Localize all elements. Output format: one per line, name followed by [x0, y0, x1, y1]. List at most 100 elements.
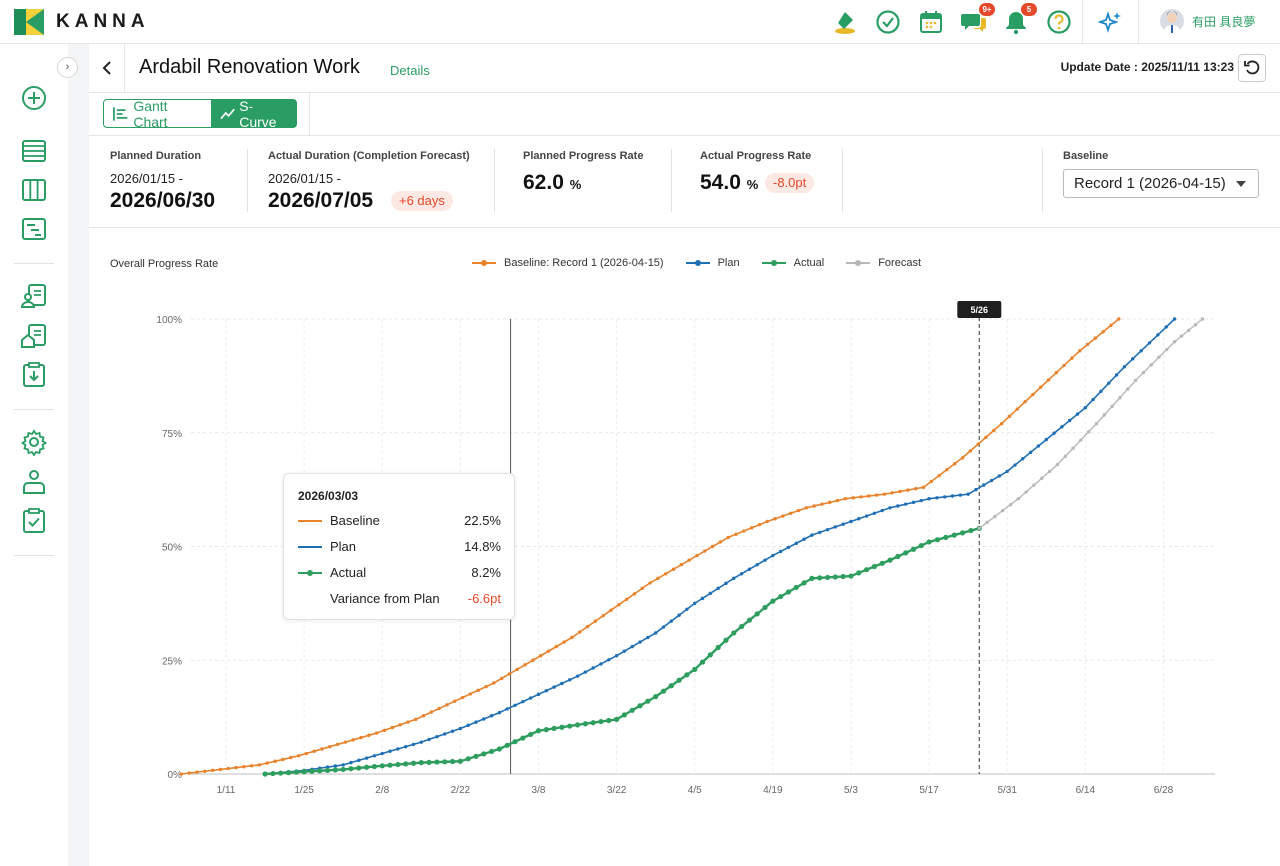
data-point-actual: [731, 630, 737, 636]
data-point-plan: [521, 699, 525, 704]
planned-rate-value: 62.0: [523, 171, 564, 194]
chart-title: Overall Progress Rate: [110, 258, 219, 270]
data-point-actual: [824, 574, 831, 581]
divider: [842, 149, 843, 212]
data-point-plan: [489, 714, 494, 718]
data-point-baseline: [804, 506, 809, 510]
data-point-baseline: [382, 728, 387, 733]
data-point-plan: [1091, 397, 1095, 402]
data-point-plan: [1099, 389, 1103, 394]
notification-button[interactable]: 5: [1003, 3, 1037, 35]
page-title: Ardabil Renovation Work: [139, 56, 360, 78]
data-point-baseline: [515, 667, 519, 672]
data-point-baseline: [437, 706, 441, 711]
baseline-select[interactable]: Record 1 (2026-04-15): [1063, 169, 1259, 198]
check-circle-icon[interactable]: [875, 9, 901, 35]
data-point-plan: [458, 726, 463, 731]
data-point-baseline: [304, 751, 309, 756]
data-point-baseline: [273, 759, 277, 763]
data-point-baseline: [203, 769, 207, 773]
data-point-actual: [871, 563, 877, 570]
data-point-plan: [825, 527, 830, 532]
calendar-icon[interactable]: [918, 9, 944, 35]
notification-badge: 5: [1021, 3, 1037, 16]
data-point-plan: [435, 734, 439, 739]
data-point-actual: [746, 617, 753, 623]
gantt-icon[interactable]: [20, 215, 48, 243]
data-point-baseline: [234, 765, 238, 770]
data-point-actual: [496, 746, 503, 752]
data-point-actual: [926, 539, 932, 545]
help-icon[interactable]: [1046, 9, 1072, 35]
data-point-plan: [364, 756, 369, 760]
chart-tooltip: 2026/03/03 Baseline 22.5% Plan 14.8% Act…: [283, 473, 515, 620]
data-point-plan: [1021, 456, 1025, 461]
download-clipboard-icon[interactable]: [20, 361, 48, 389]
chat-button[interactable]: 9+: [961, 3, 995, 35]
data-point-plan: [935, 496, 939, 500]
board-icon[interactable]: [20, 176, 48, 204]
chart-canvas[interactable]: 0% 25% 50% 75% 100% 1/11 1/25 2/8 2/22 3/8 3/22 4/5…: [89, 228, 1280, 866]
x-tick-label: 2/22: [451, 785, 471, 796]
data-point-plan: [638, 640, 642, 644]
data-point-baseline: [835, 498, 840, 503]
data-point-forecast: [1055, 462, 1060, 467]
data-point-actual: [528, 731, 534, 738]
data-point-plan: [966, 492, 970, 496]
gantt-chart-tab[interactable]: Gantt Chart: [103, 98, 212, 130]
data-point-actual: [324, 767, 331, 773]
data-point-actual: [817, 575, 823, 581]
legend-actual[interactable]: Actual: [761, 257, 824, 269]
data-point-actual: [309, 768, 315, 774]
list-icon[interactable]: [20, 137, 48, 165]
data-point-forecast: [1179, 334, 1184, 338]
divider: [247, 149, 248, 212]
y-tick-label: 25%: [162, 656, 182, 667]
data-point-baseline: [718, 540, 723, 544]
data-point-forecast: [985, 520, 989, 525]
settings-gear-icon[interactable]: [20, 428, 48, 456]
today-marker-box: [957, 301, 1002, 318]
user-profile-icon[interactable]: [20, 468, 48, 496]
legend-forecast[interactable]: Forecast: [846, 257, 921, 269]
user-menu[interactable]: 有田 具良夢: [1160, 9, 1255, 33]
data-point-actual: [543, 726, 549, 733]
data-point-baseline: [976, 442, 980, 446]
data-point-baseline: [601, 613, 605, 618]
baseline-selected-value: Record 1 (2026-04-15): [1074, 175, 1226, 192]
add-circle-icon[interactable]: [20, 84, 48, 112]
sparkle-ai-icon[interactable]: [1098, 9, 1124, 35]
data-point-baseline: [773, 517, 777, 521]
data-point-plan: [466, 723, 470, 728]
data-point-plan: [474, 720, 478, 724]
data-point-plan: [1060, 425, 1064, 429]
refresh-button[interactable]: [1238, 54, 1266, 82]
sidebar-expand-button[interactable]: ›: [57, 57, 78, 78]
stamp-icon[interactable]: [832, 9, 858, 35]
data-point-actual: [934, 537, 941, 543]
data-point-baseline: [249, 764, 254, 768]
kanna-logo[interactable]: KANNA: [14, 9, 150, 35]
app-name: KANNA: [56, 11, 150, 32]
data-point-baseline: [226, 766, 230, 771]
data-point-plan: [1147, 341, 1152, 345]
data-point-baseline: [664, 572, 668, 576]
back-button[interactable]: [89, 44, 125, 92]
checklist-clipboard-icon[interactable]: [20, 507, 48, 535]
data-point-plan: [396, 747, 400, 751]
data-point-plan: [419, 740, 423, 744]
data-point-plan: [896, 504, 900, 508]
data-point-plan: [357, 758, 361, 763]
data-point-forecast: [993, 514, 997, 519]
data-point-baseline: [531, 658, 535, 662]
legend-plan[interactable]: Plan: [685, 257, 740, 269]
details-link[interactable]: Details: [390, 63, 430, 78]
s-curve-tab[interactable]: S-Curve: [211, 98, 297, 130]
property-list-icon[interactable]: [20, 322, 48, 350]
y-tick-label: 50%: [162, 543, 182, 554]
customer-list-icon[interactable]: [20, 282, 48, 310]
data-point-baseline: [546, 649, 551, 653]
data-point-forecast: [1172, 340, 1177, 344]
legend-baseline[interactable]: Baseline: Record 1 (2026-04-15): [472, 257, 664, 269]
data-point-baseline: [687, 558, 691, 562]
